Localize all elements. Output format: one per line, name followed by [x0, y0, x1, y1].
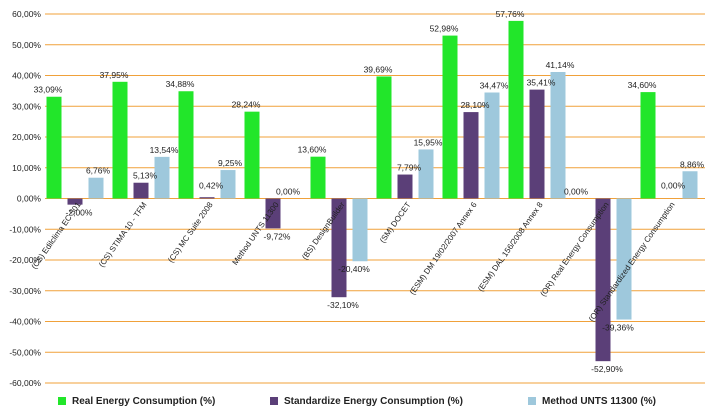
bar-method: [550, 71, 566, 199]
data-label-real: 13,60%: [298, 145, 327, 155]
data-label-real: 52,98%: [430, 24, 459, 34]
grid-lines: [45, 13, 705, 384]
y-axis-tick-labels: -60,00% -50,00% -40,00% -30,00% -20,00% -10,0…: [9, 9, 41, 388]
data-label-standardize: 35,41%: [527, 78, 556, 88]
bars: [46, 20, 698, 362]
legend: Real Energy Consumption (%) Standardize …: [0, 392, 718, 410]
data-label-method: 8,86%: [680, 159, 705, 169]
legend-label-real: Real Energy Consumption (%): [72, 395, 216, 407]
data-label-method: 34,47%: [480, 81, 509, 91]
data-label-real: 37,95%: [100, 70, 129, 80]
bar-method: [682, 171, 698, 199]
data-label-real: 57,76%: [496, 9, 525, 19]
data-label-method: -20,40%: [338, 264, 370, 274]
data-label-standardize: 5,13%: [133, 171, 158, 181]
y-tick-label: 20,00%: [12, 132, 41, 142]
data-label-standardize: 28,10%: [461, 100, 490, 110]
data-label-standardize: -9,72%: [264, 231, 291, 241]
y-tick-label: -20,00%: [9, 255, 41, 265]
data-label-real: 0,00%: [564, 187, 589, 197]
bar-standardize: [331, 198, 347, 298]
y-tick-label: 10,00%: [12, 163, 41, 173]
data-label-method: 41,14%: [546, 60, 575, 70]
data-label-real: 33,09%: [34, 85, 63, 95]
category-label: (ESM) DAL 156/2008 Annex 8: [476, 200, 545, 293]
y-tick-label: -60,00%: [9, 378, 41, 388]
category-label: (CS) MC Suite 2008: [166, 200, 215, 264]
bar-standardize: [199, 197, 215, 199]
bar-method: [88, 177, 104, 199]
legend-label-method: Method UNTS 11300 (%): [542, 395, 656, 407]
legend-item-method: Method UNTS 11300 (%): [528, 396, 656, 407]
bar-standardize: [529, 89, 545, 199]
bar-standardize: [397, 174, 413, 199]
bar-method: [418, 149, 434, 199]
data-label-standardize: 0,00%: [661, 181, 686, 191]
bar-method: [484, 92, 500, 199]
data-labels: 33,09% -2,00% 6,76% 37,95% 5,13% 13,54% 34,88%…: [34, 9, 705, 374]
y-tick-label: -50,00%: [9, 347, 41, 357]
legend-label-standardize: Standardize Energy Consumption (%): [284, 395, 463, 407]
bar-method: [352, 198, 368, 262]
data-label-real: 28,24%: [232, 100, 261, 110]
bar-method: [616, 198, 632, 320]
bar-method: [154, 156, 170, 199]
bar-real: [46, 96, 62, 199]
y-tick-label: 50,00%: [12, 40, 41, 50]
bar-standardize: [265, 198, 281, 229]
data-label-method: 0,00%: [276, 187, 301, 197]
data-label-real: 34,88%: [166, 79, 195, 89]
bar-standardize: [133, 182, 149, 199]
y-tick-label: 0,00%: [17, 194, 42, 204]
bar-real: [376, 76, 392, 199]
legend-item-real: Real Energy Consumption (%): [58, 396, 215, 407]
data-label-standardize: -2,00%: [66, 208, 93, 218]
bar-method: [220, 170, 236, 199]
data-label-method: 13,54%: [150, 145, 179, 155]
y-tick-label: -40,00%: [9, 317, 41, 327]
data-label-method: -39,36%: [602, 323, 634, 333]
bar-real: [640, 92, 656, 199]
data-label-method: 15,95%: [414, 137, 443, 147]
y-tick-label: 60,00%: [12, 9, 41, 19]
legend-swatch-real: [58, 397, 66, 405]
category-label: (ESM) DM 19/02/2007 Annex 6: [408, 200, 479, 296]
legend-item-standardize: Standardize Energy Consumption (%): [270, 396, 463, 407]
data-label-standardize: 0,42%: [199, 181, 224, 191]
bar-real: [508, 20, 524, 199]
bar-real: [112, 81, 128, 199]
y-tick-label: -30,00%: [9, 286, 41, 296]
bar-standardize: [67, 198, 83, 205]
bar-standardize: [463, 112, 479, 199]
bar-standardize: [595, 198, 611, 362]
legend-swatch-method: [528, 397, 536, 405]
y-tick-label: -10,00%: [9, 224, 41, 234]
category-label: (SM) DOCET: [378, 200, 413, 244]
y-tick-label: 40,00%: [12, 71, 41, 81]
data-label-standardize: 7,79%: [397, 163, 422, 173]
bar-real: [310, 156, 326, 199]
data-label-standardize: -52,90%: [591, 364, 623, 374]
category-label: (CS) STIMA 10 - TFM: [97, 200, 149, 269]
data-label-real: 34,60%: [628, 80, 657, 90]
bar-real: [244, 111, 260, 199]
bar-chart: -60,00% -50,00% -40,00% -30,00% -20,00% -10,0…: [9, 9, 705, 388]
data-label-real: 39,69%: [364, 64, 393, 74]
data-label-method: 6,76%: [86, 166, 111, 176]
data-label-method: 9,25%: [218, 158, 243, 168]
bar-real: [442, 35, 458, 199]
bar-real: [178, 91, 194, 199]
data-label-standardize: -32,10%: [327, 300, 359, 310]
legend-swatch-standardize: [270, 397, 278, 405]
y-tick-label: 30,00%: [12, 101, 41, 111]
